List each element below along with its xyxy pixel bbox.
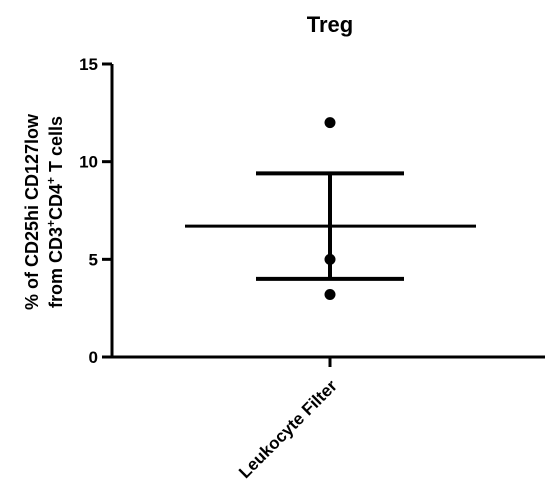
data-point <box>324 253 336 265</box>
data-point <box>324 117 336 129</box>
y-ticks: 0 5 10 15 <box>79 55 112 367</box>
y-tick-label: 5 <box>89 250 98 269</box>
y-axis-label: % of CD25hi CD127low from CD3+CD4+ T cel… <box>22 113 66 310</box>
y-tick-label: 15 <box>79 55 98 74</box>
data-marks <box>185 117 476 300</box>
y-axis-label-line1: % of CD25hi CD127low <box>22 113 42 310</box>
y-tick-label: 10 <box>79 153 98 172</box>
x-ticks: Leukocyte Filter <box>235 357 341 482</box>
data-point <box>324 288 336 300</box>
x-tick-label: Leukocyte Filter <box>235 376 341 482</box>
chart-title: Treg <box>307 12 353 37</box>
y-tick-label: 0 <box>89 348 98 367</box>
y-axis-label-line2: from CD3+CD4+ T cells <box>44 116 66 308</box>
